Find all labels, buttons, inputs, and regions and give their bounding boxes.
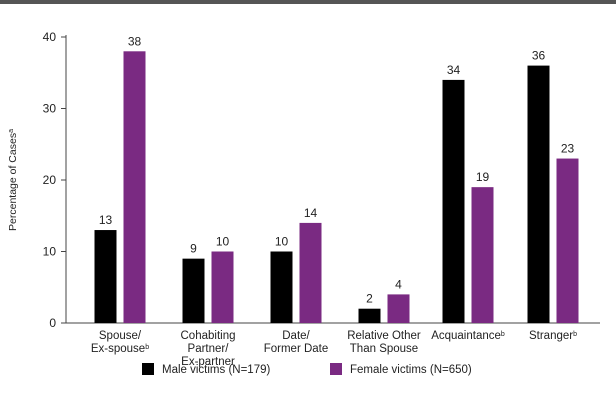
- value-label: 38: [128, 34, 142, 48]
- y-tick-label: 30: [43, 102, 57, 116]
- value-label: 10: [216, 235, 230, 249]
- value-label: 36: [532, 49, 546, 63]
- value-label: 4: [395, 277, 402, 291]
- bar-male: [182, 258, 205, 323]
- value-label: 13: [99, 213, 113, 227]
- bar-female: [299, 222, 322, 323]
- bar-male: [270, 251, 293, 323]
- category-label: Cohabiting Partner/Ex-partner: [181, 330, 236, 368]
- bar-male: [358, 308, 381, 323]
- category-label: Acquaintanceb: [431, 330, 505, 342]
- legend-entry: Female victims (N=650): [350, 364, 472, 376]
- bar-male: [94, 230, 117, 323]
- bar-female: [471, 187, 494, 323]
- value-label: 14: [304, 206, 318, 220]
- top-rule: [0, 0, 616, 4]
- legend-swatch: [330, 363, 342, 375]
- bar-female: [123, 51, 146, 324]
- y-tick-label: 20: [43, 173, 57, 187]
- category-label: Strangerb: [529, 330, 577, 342]
- value-label: 23: [561, 142, 575, 156]
- bar-male: [527, 65, 550, 323]
- bar-female: [387, 294, 410, 323]
- category-label: Relative Other Than Spouse: [347, 330, 421, 355]
- value-label: 19: [476, 170, 490, 184]
- bar-male: [442, 79, 465, 324]
- value-label: 34: [447, 63, 461, 77]
- value-label: 10: [275, 235, 289, 249]
- y-tick-label: 40: [43, 30, 57, 44]
- y-axis-label: Percentage of Casesa: [7, 129, 19, 231]
- value-label: 9: [190, 242, 197, 256]
- y-tick-label: 0: [49, 316, 56, 330]
- bar-female: [211, 251, 234, 323]
- bar-female: [556, 158, 579, 323]
- legend-swatch: [142, 363, 154, 375]
- value-label: 2: [366, 292, 373, 306]
- category-label: Date/Former Date: [264, 330, 329, 355]
- y-tick-label: 10: [43, 245, 57, 259]
- category-label: Spouse/Ex-spouseb: [91, 330, 149, 355]
- legend-entry: Male victims (N=179): [162, 364, 270, 376]
